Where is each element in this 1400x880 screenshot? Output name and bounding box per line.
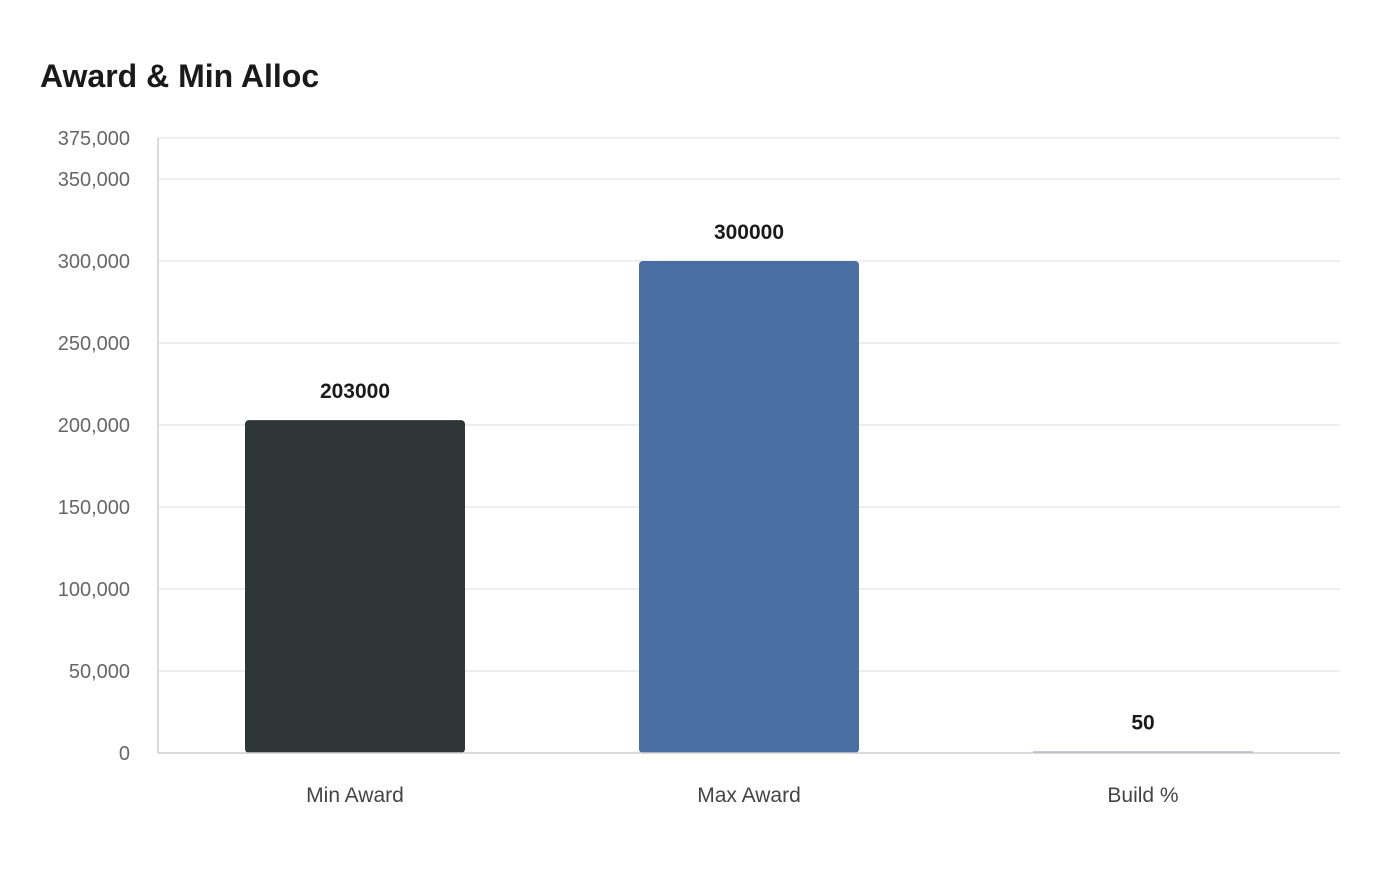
x-tick-label: Build %	[1107, 784, 1178, 807]
y-tick-label: 350,000	[58, 169, 130, 191]
data-label: 50	[1131, 712, 1154, 735]
y-tick-label: 150,000	[58, 497, 130, 519]
x-tick-label: Min Award	[306, 784, 404, 807]
data-label: 203000	[320, 380, 390, 403]
data-label: 300000	[714, 221, 784, 244]
bar	[245, 420, 465, 753]
x-tick-label: Max Award	[697, 784, 801, 807]
y-tick-label: 375,000	[58, 128, 130, 150]
y-tick-label: 0	[119, 743, 130, 765]
bar	[639, 261, 859, 753]
y-tick-label: 200,000	[58, 415, 130, 437]
y-tick-label: 300,000	[58, 251, 130, 273]
chart-title: Award & Min Alloc	[40, 58, 320, 94]
y-tick-label: 100,000	[58, 579, 130, 601]
y-tick-label: 250,000	[58, 333, 130, 355]
y-tick-label: 50,000	[69, 661, 130, 683]
